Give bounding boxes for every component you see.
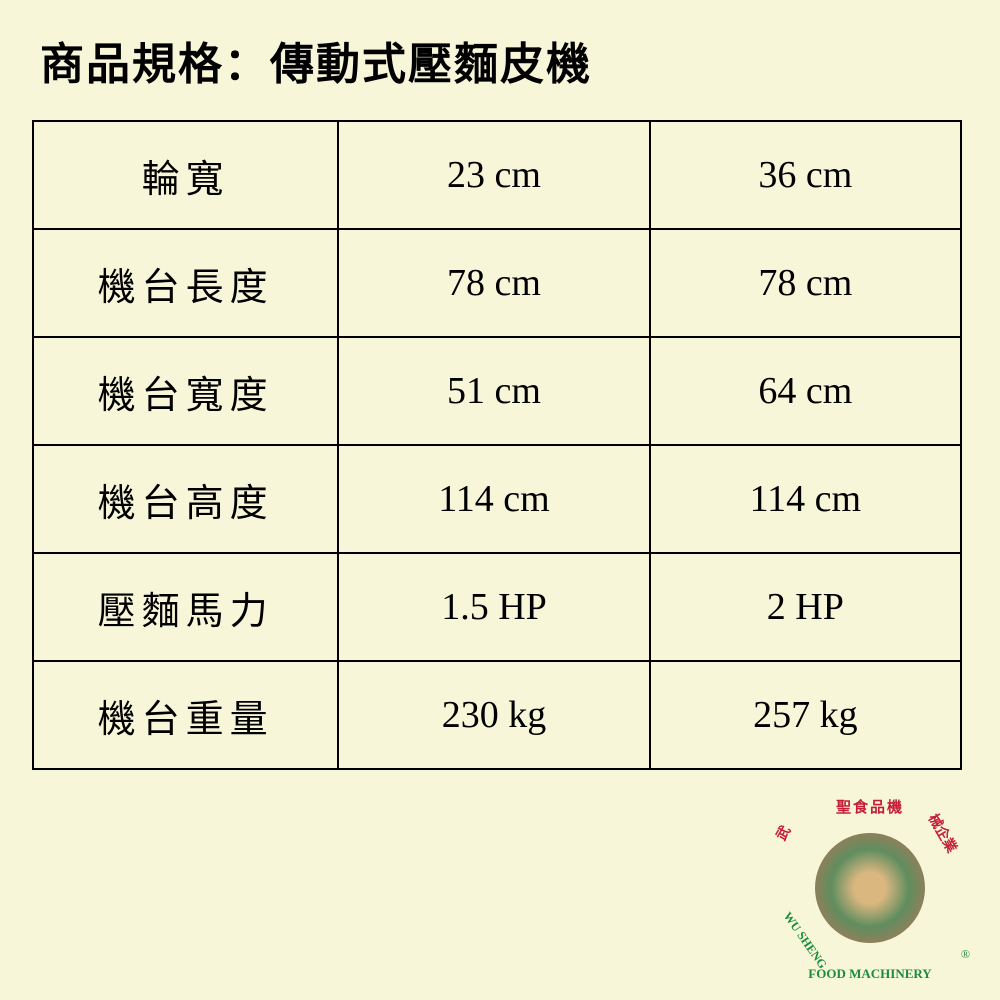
spec-label: 機台寬度 (33, 337, 338, 445)
spec-table: 輪寬 23 cm 36 cm 機台長度 78 cm 78 cm 機台寬度 51 … (32, 120, 962, 770)
spec-value-b: 78 cm (650, 229, 961, 337)
logo-text-en-bottom: FOOD MACHINERY (808, 966, 931, 982)
spec-label: 機台重量 (33, 661, 338, 769)
table-row: 機台高度 114 cm 114 cm (33, 445, 961, 553)
logo-emblem-icon (815, 833, 925, 943)
table-row: 輪寬 23 cm 36 cm (33, 121, 961, 229)
spec-value-a: 78 cm (338, 229, 649, 337)
spec-label: 機台長度 (33, 229, 338, 337)
table-row: 壓麵馬力 1.5 HP 2 HP (33, 553, 961, 661)
spec-value-a: 114 cm (338, 445, 649, 553)
table-row: 機台重量 230 kg 257 kg (33, 661, 961, 769)
spec-label: 壓麵馬力 (33, 553, 338, 661)
spec-value-b: 64 cm (650, 337, 961, 445)
page-title: 商品規格：傳動式壓麵皮機 (32, 28, 968, 92)
table-row: 機台長度 78 cm 78 cm (33, 229, 961, 337)
spec-value-b: 257 kg (650, 661, 961, 769)
logo-text-cn-top: 聖食品機 (836, 796, 904, 817)
logo-text-cn-right: 械企業 (924, 810, 962, 856)
spec-value-a: 1.5 HP (338, 553, 649, 661)
spec-value-a: 51 cm (338, 337, 649, 445)
table-row: 機台寬度 51 cm 64 cm (33, 337, 961, 445)
logo-text-en-left: WU SHENG (780, 909, 830, 971)
spec-label: 機台高度 (33, 445, 338, 553)
logo-text-cn-left: 武 (771, 822, 795, 844)
spec-value-b: 2 HP (650, 553, 961, 661)
spec-value-a: 23 cm (338, 121, 649, 229)
spec-value-b: 114 cm (650, 445, 961, 553)
spec-value-b: 36 cm (650, 121, 961, 229)
company-logo: 武 聖食品機 械企業 WU SHENG FOOD MACHINERY ® (770, 788, 970, 988)
trademark-icon: ® (961, 947, 970, 962)
spec-label: 輪寬 (33, 121, 338, 229)
spec-value-a: 230 kg (338, 661, 649, 769)
